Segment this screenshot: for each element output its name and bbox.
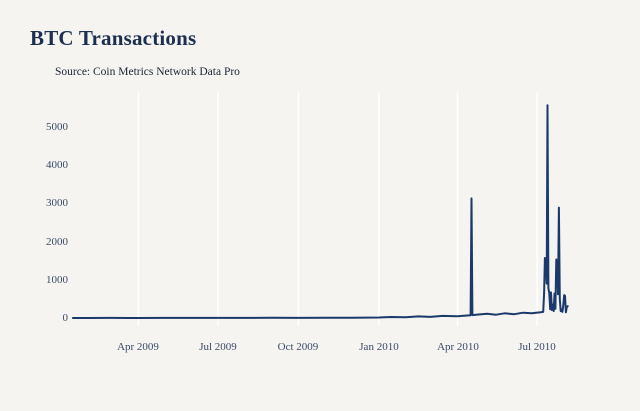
- y-tick-label: 1000: [46, 274, 68, 286]
- chart-title: BTC Transactions: [30, 26, 197, 50]
- x-tick-label: Jul 2009: [199, 341, 237, 353]
- y-tick-label: 2000: [46, 236, 68, 248]
- x-tick-label: Jan 2010: [359, 341, 399, 353]
- chart-subtitle: Source: Coin Metrics Network Data Pro: [55, 66, 240, 78]
- x-tick-label: Apr 2010: [437, 341, 479, 353]
- x-tick-label: Oct 2009: [277, 341, 319, 353]
- y-tick-label: 3000: [46, 197, 68, 209]
- x-tick-label: Jul 2010: [518, 341, 556, 353]
- x-tick-label: Apr 2009: [117, 341, 159, 353]
- y-tick-label: 4000: [46, 159, 68, 171]
- series-line: [71, 104, 569, 319]
- y-tick-label: 0: [62, 312, 69, 324]
- y-tick-label: 5000: [46, 121, 68, 133]
